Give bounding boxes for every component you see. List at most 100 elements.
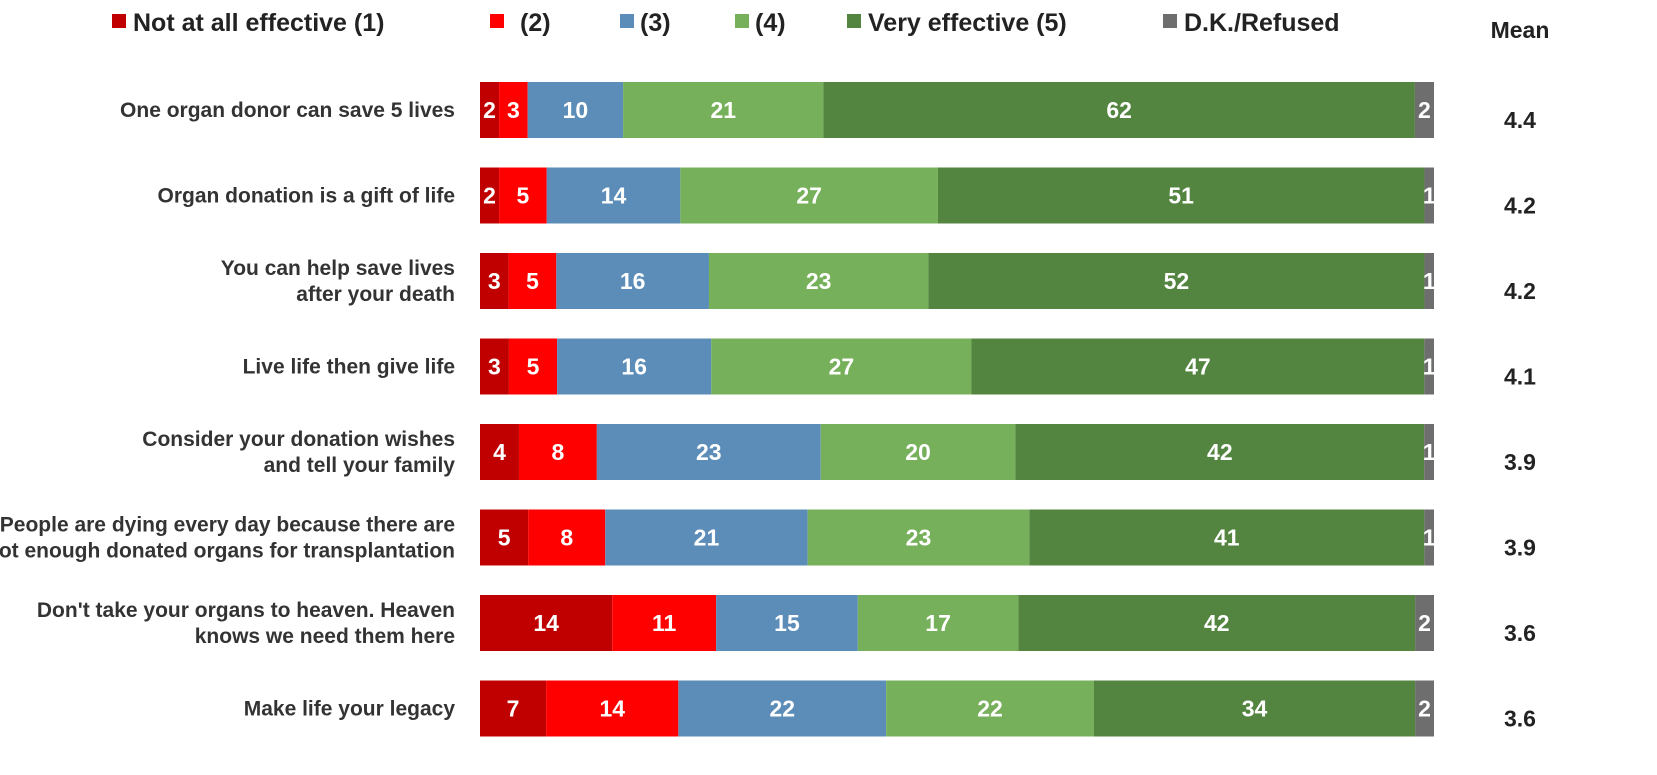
segment-value-label: 5	[526, 268, 539, 294]
segment-value-label: 5	[498, 525, 511, 551]
bar-segment	[680, 167, 938, 224]
segment-value-label: 51	[1168, 183, 1194, 209]
bar-segment	[508, 338, 558, 395]
segment-value-label: 23	[906, 525, 932, 551]
bar-segment	[1424, 424, 1434, 480]
bar-segment	[823, 82, 1415, 138]
mean-value: 3.9	[1504, 449, 1536, 475]
mean-column-header: Mean	[1491, 17, 1550, 43]
segment-value-label: 8	[560, 525, 573, 551]
bar-segment	[480, 680, 547, 737]
bar-segment	[623, 82, 824, 138]
segment-value-label: 2	[483, 183, 496, 209]
bar-segment	[1424, 167, 1434, 224]
bar-segment	[480, 595, 613, 651]
segment-value-label: 62	[1106, 97, 1132, 123]
bar-row: 3 5 16 23 52 1 You can help save lives after yo…	[221, 253, 1536, 309]
row-label: People are dying every day because there…	[0, 514, 455, 537]
segment-value-label: 17	[925, 610, 951, 636]
segment-value-label: 27	[829, 354, 855, 380]
mean-value: 3.6	[1504, 706, 1536, 732]
mean-value: 4.4	[1504, 107, 1536, 133]
bar-segment	[886, 680, 1094, 737]
segment-value-label: 1	[1423, 268, 1436, 294]
bar-segment	[508, 253, 557, 309]
legend-label: Very effective (5)	[868, 9, 1067, 37]
bar-segment	[1424, 253, 1434, 309]
row-label: Don't take your organs to heaven. Heaven	[37, 599, 455, 622]
bar-segment	[546, 167, 681, 224]
bar-segment	[711, 338, 972, 395]
segment-value-label: 11	[652, 610, 677, 636]
bar-segment	[612, 595, 717, 651]
segment-value-label: 23	[696, 439, 722, 465]
bar-row: 3 5 16 27 47 1 Live life then give life 4.1	[243, 338, 1536, 395]
legend-swatch	[1163, 14, 1177, 28]
bar-segment	[480, 509, 529, 566]
bar-segment	[499, 167, 547, 224]
segment-value-label: 42	[1207, 439, 1233, 465]
legend-swatch	[490, 14, 504, 28]
row-label: Live life then give life	[243, 356, 455, 379]
segment-value-label: 52	[1164, 268, 1190, 294]
bar-segment	[807, 509, 1030, 566]
segment-value-label: 20	[905, 439, 931, 465]
segment-value-label: 8	[551, 439, 564, 465]
bar-segment	[527, 82, 624, 138]
mean-value: 4.2	[1504, 193, 1536, 219]
segment-value-label: 5	[527, 354, 540, 380]
mean-value: 4.1	[1504, 364, 1536, 390]
segment-value-label: 5	[517, 183, 530, 209]
row-label: not enough donated organs for transplant…	[0, 540, 455, 563]
bar-segment	[1015, 424, 1425, 480]
segment-value-label: 4	[493, 439, 506, 465]
segment-value-label: 22	[977, 696, 1003, 722]
bar-segment	[1415, 680, 1434, 737]
segment-value-label: 3	[507, 97, 520, 123]
row-label: You can help save lives	[221, 257, 455, 280]
segment-value-label: 1	[1423, 183, 1436, 209]
segment-value-label: 23	[806, 268, 832, 294]
segment-value-label: 1	[1423, 354, 1436, 380]
bar-row: 2 5 14 27 51 1 Organ donation is a gift of lif…	[158, 167, 1536, 224]
bar-row: 4 8 23 20 42 1 Consider your donation wishes an…	[142, 424, 1536, 480]
bar-segment	[480, 253, 509, 309]
segment-value-label: 1	[1423, 439, 1436, 465]
row-label: after your death	[296, 283, 455, 306]
row-label: and tell your family	[264, 454, 456, 477]
bar-segment	[546, 680, 679, 737]
bar-segment	[857, 595, 1019, 651]
row-label: Consider your donation wishes	[142, 428, 455, 451]
legend-swatch	[112, 14, 126, 28]
bar-segment	[556, 253, 709, 309]
row-label: Make life your legacy	[244, 698, 456, 721]
bar-segment	[678, 680, 887, 737]
segment-value-label: 7	[507, 696, 520, 722]
segment-value-label: 34	[1242, 696, 1268, 722]
legend-label: Not at all effective (1)	[133, 9, 384, 37]
bar-segment	[1414, 82, 1434, 138]
segment-value-label: 21	[710, 97, 736, 123]
bar-segment	[1424, 338, 1434, 395]
bar-segment	[528, 509, 606, 566]
bar-row: 14 11 15 17 42 2 Don't take your organs to hea…	[37, 595, 1536, 651]
segment-value-label: 22	[769, 696, 795, 722]
segment-value-label: 16	[620, 268, 646, 294]
bar-segment	[480, 167, 500, 224]
segment-value-label: 14	[601, 183, 627, 209]
legend-swatch	[847, 14, 861, 28]
bar-segment	[708, 253, 929, 309]
segment-value-label: 2	[1418, 97, 1431, 123]
bar-segment	[1424, 509, 1434, 566]
bar-segment	[716, 595, 858, 651]
legend-swatch	[620, 14, 634, 28]
bar-segment	[1029, 509, 1425, 566]
mean-value: 4.2	[1504, 278, 1536, 304]
bar-segment	[499, 82, 528, 138]
bar-segment	[480, 338, 509, 395]
segment-value-label: 41	[1214, 525, 1240, 551]
segment-value-label: 2	[1418, 610, 1431, 636]
segment-value-label: 16	[621, 354, 647, 380]
